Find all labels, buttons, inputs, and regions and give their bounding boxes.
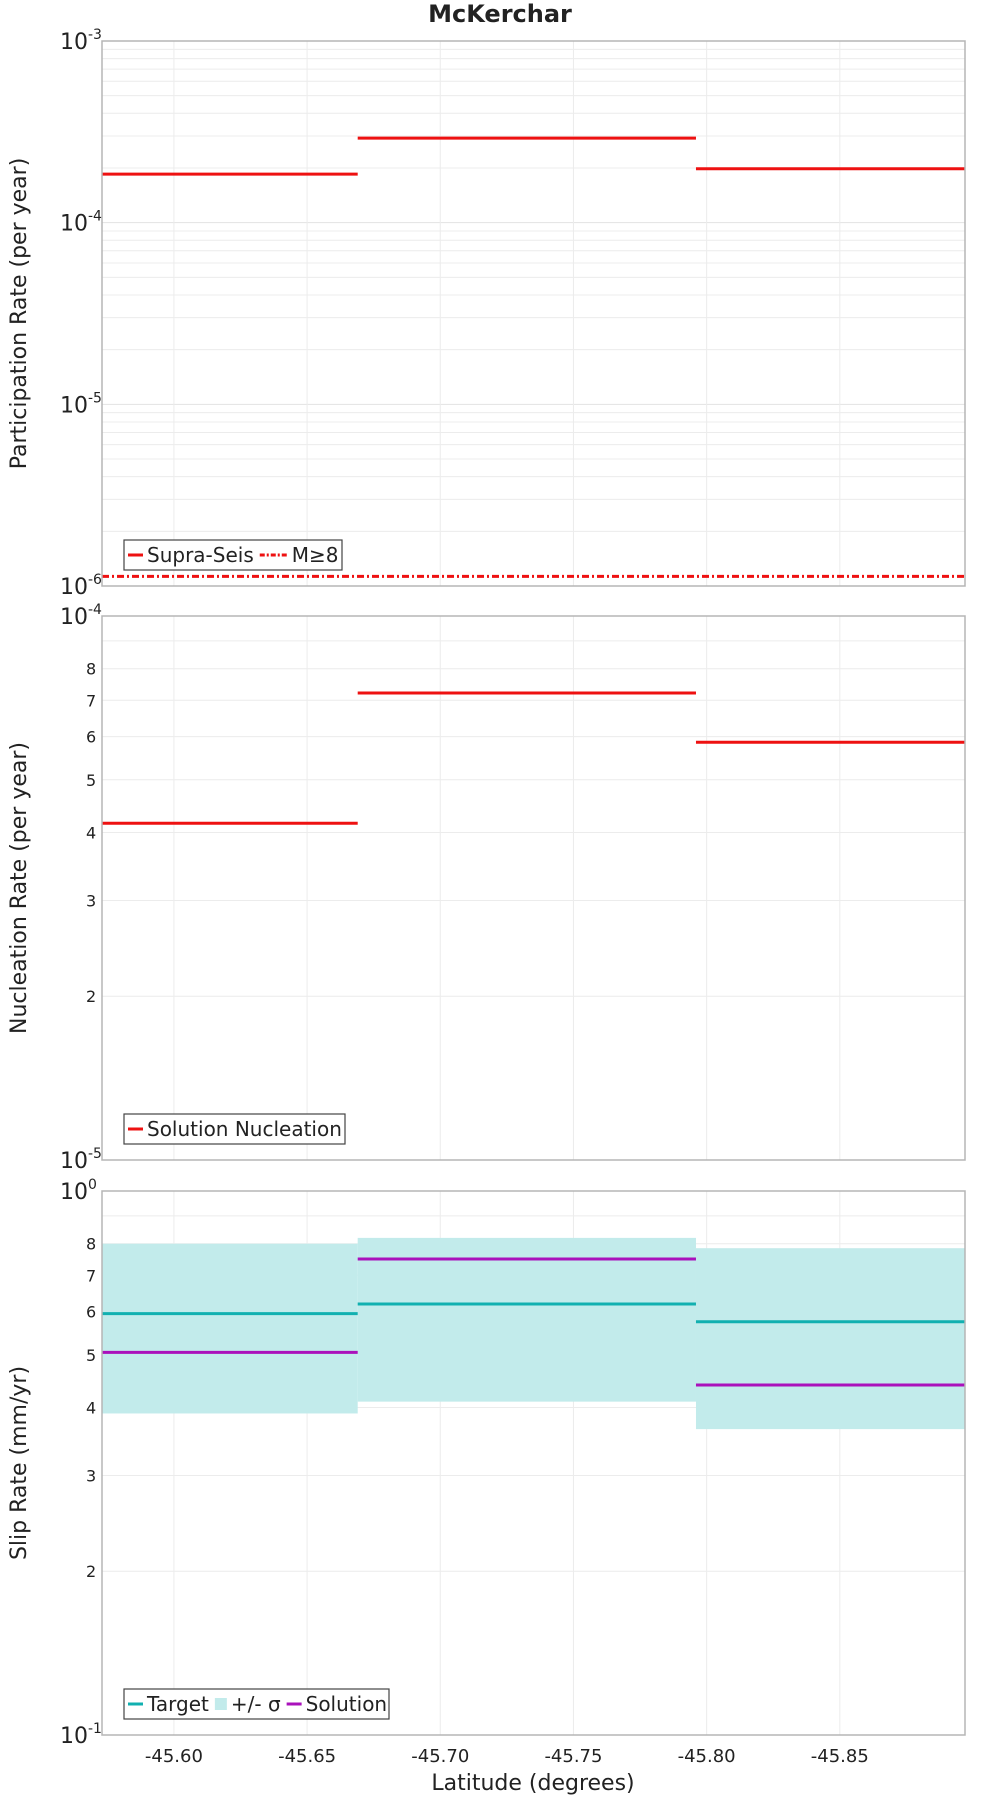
plot-frame — [101, 40, 966, 587]
y-minor-tick-label: 4 — [86, 1398, 96, 1417]
legend-label: +/- σ — [231, 1692, 281, 1716]
y-tick-label: 10-5 — [60, 1146, 102, 1174]
sigma-band-rect — [695, 1248, 965, 1430]
y-minor-tick-label: 3 — [86, 1466, 96, 1485]
legend-label: Solution — [306, 1692, 387, 1716]
x-tick-label: -45.70 — [411, 1746, 469, 1767]
x-axis-label: Latitude (degrees) — [431, 1771, 634, 1796]
y-minor-tick-label: 7 — [86, 691, 96, 710]
x-tick-label: -45.75 — [544, 1746, 602, 1767]
plot-frame — [101, 615, 966, 1161]
x-tick-label: -45.85 — [811, 1746, 869, 1767]
legend: Solution Nucleation — [123, 1113, 346, 1145]
x-tick-label: -45.80 — [678, 1746, 736, 1767]
y-axis-label: Participation Rate (per year) — [7, 158, 32, 470]
legend-box — [123, 1688, 390, 1720]
y-minor-tick-label: 5 — [86, 1346, 96, 1365]
sigma-band-rect — [357, 1237, 696, 1402]
chart-panel-1: 10-6 10-5 10-4 10-3 Participation Rate (per … — [7, 27, 966, 600]
y-minor-tick-label: 7 — [86, 1266, 96, 1285]
legend-swatch — [214, 1698, 227, 1710]
y-minor-tick-label: 3 — [86, 891, 96, 910]
y-tick-label: 10-1 — [60, 1721, 102, 1749]
gridlines — [102, 616, 965, 1161]
legend: Target +/- σ Solution — [123, 1688, 390, 1720]
y-minor-tick-label: 4 — [86, 823, 96, 842]
gridlines — [102, 41, 965, 587]
y-axis-label: Nucleation Rate (per year) — [7, 742, 32, 1034]
y-minor-tick-label: 2 — [86, 987, 96, 1006]
legend-box — [123, 539, 343, 571]
y-tick-label: 100 — [60, 1177, 97, 1205]
chart-panel-3: 10-1 100 2 3 4 5 6 7 8 -45.60 -45.65 -45.70 -45.75 -4… — [7, 1177, 966, 1767]
y-minor-tick-label: 8 — [86, 660, 96, 679]
legend: Supra-Seis M≥8 — [123, 539, 343, 571]
y-minor-tick-label: 6 — [86, 1303, 96, 1322]
x-tick-label: -45.60 — [145, 1746, 203, 1767]
legend-box — [123, 1113, 346, 1145]
legend-label: Target — [146, 1692, 209, 1716]
y-tick-label: 10-5 — [60, 390, 102, 418]
chart-panel-2: 10-5 10-4 2 3 4 5 6 7 8 Nucleation Rate (per year… — [7, 602, 966, 1174]
y-minor-tick-label: 2 — [86, 1562, 96, 1581]
y-axis-label: Slip Rate (mm/yr) — [7, 1366, 32, 1560]
legend-label: Solution Nucleation — [147, 1117, 342, 1141]
y-tick-label: 10-6 — [60, 572, 102, 600]
chart-title: McKerchar — [428, 0, 572, 28]
y-tick-label: 10-4 — [60, 209, 102, 237]
legend-label: M≥8 — [292, 543, 339, 567]
y-minor-tick-label: 6 — [86, 728, 96, 747]
sigma-band-rect — [102, 1243, 358, 1414]
plot-frame — [101, 1190, 966, 1736]
y-tick-label: 10-4 — [60, 602, 102, 630]
y-tick-label: 10-3 — [60, 27, 102, 55]
legend-label: Supra-Seis — [147, 543, 254, 567]
y-minor-tick-label: 5 — [86, 771, 96, 790]
x-tick-label: -45.65 — [278, 1746, 336, 1767]
y-minor-tick-label: 8 — [86, 1235, 96, 1254]
